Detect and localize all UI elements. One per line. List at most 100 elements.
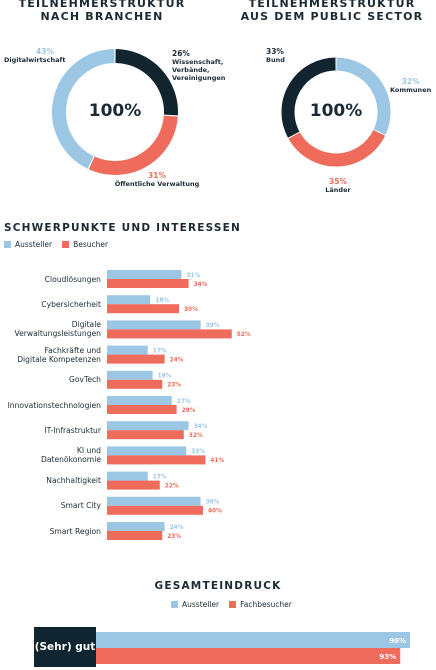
bar-aussteller xyxy=(107,295,151,305)
category-label: Fachkräfte und Digitale Kompetenzen xyxy=(17,345,101,364)
interests-legend: Aussteller Besucher xyxy=(4,240,108,249)
legend-label-fachbesucher: Fachbesucher xyxy=(240,600,292,609)
donut-left-title-line2: NACH BRANCHEN xyxy=(40,10,164,23)
donut-right-title-line1: TEILNEHMERSTRUKTUR xyxy=(248,0,416,10)
bar-besucher xyxy=(107,505,203,515)
label-laender: 35% Länder xyxy=(318,177,358,195)
label-wissenschaft: 26% Wissenschaft, Verbände, Vereinigunge… xyxy=(172,50,226,83)
bar-besucher xyxy=(107,329,232,339)
pct-laender: 35% xyxy=(329,177,347,186)
category-label: Cybersicherheit xyxy=(41,299,101,309)
value-label-besucher: 41% xyxy=(210,458,224,464)
donut-slice-digitalwirtschaft xyxy=(52,49,115,169)
donut-right-center-value: 100% xyxy=(309,101,363,121)
legend-label-aussteller: Aussteller xyxy=(15,240,53,249)
value-label-aussteller: 27% xyxy=(177,399,191,405)
donut-left-title-line1: TEILNEHMERSTRUKTUR xyxy=(18,0,186,10)
donut-right-title: TEILNEHMERSTRUKTUR AUS DEM PUBLIC SECTOR xyxy=(232,0,432,23)
text-wissenschaft: Wissenschaft, Verbände, Vereinigungen xyxy=(172,58,226,82)
bar-aussteller xyxy=(107,270,182,279)
label-kommunen: 32% Kommunen xyxy=(390,77,432,95)
bar-besucher xyxy=(107,430,184,440)
legend-swatch-fachbesucher xyxy=(229,601,237,608)
pct-oeffentliche-verwaltung: 31% xyxy=(148,171,166,180)
bar-aussteller xyxy=(107,446,187,456)
bar-aussteller xyxy=(107,471,148,481)
bar-aussteller xyxy=(107,522,165,531)
bar-besucher xyxy=(107,279,189,288)
value-label-aussteller: 39% xyxy=(206,323,220,329)
value-label-besucher: 30% xyxy=(184,307,198,313)
pct-digitalwirtschaft: 43% xyxy=(36,47,54,56)
value-label-aussteller: 17% xyxy=(153,474,167,480)
donut-slice-bund xyxy=(281,57,336,138)
overall-category-box: (Sehr) gut xyxy=(34,627,96,667)
value-label-aussteller: 18% xyxy=(155,298,169,304)
value-label-aussteller: 34% xyxy=(194,424,208,430)
donut-chart-branchen xyxy=(52,49,178,175)
text-kommunen: Kommunen xyxy=(390,86,432,94)
value-label-aussteller: 24% xyxy=(170,525,184,531)
value-label-aussteller: 31% xyxy=(186,273,200,279)
bar-besucher xyxy=(107,304,179,314)
category-label: Nachhaltigkeit xyxy=(46,476,101,486)
value-label-besucher: 40% xyxy=(208,509,222,515)
value-label-besucher: 34% xyxy=(194,282,208,288)
label-oeffentliche-verwaltung: 31% Öffentliche Verwaltung xyxy=(102,171,212,189)
overall-category-label: (Sehr) gut xyxy=(34,641,96,653)
legend-label-aussteller-overall: Aussteller xyxy=(182,600,220,609)
category-label: IT-Infrastruktur xyxy=(44,425,101,435)
label-bund: 33% Bund xyxy=(266,47,285,65)
overall-legend: Aussteller Fachbesucher xyxy=(171,600,292,609)
legend-label-besucher: Besucher xyxy=(73,240,109,249)
text-bund: Bund xyxy=(266,56,285,64)
donut-left-title: TEILNEHMERSTRUKTUR NACH BRANCHEN xyxy=(2,0,202,23)
bar-aussteller xyxy=(107,320,201,330)
bar-besucher xyxy=(107,480,160,490)
category-label: GovTech xyxy=(68,375,101,385)
text-oeffentliche-verwaltung: Öffentliche Verwaltung xyxy=(114,180,200,188)
pct-kommunen: 32% xyxy=(401,77,420,86)
donut-slice-l-nder xyxy=(288,129,386,167)
donut-slice-kommunen xyxy=(336,57,391,135)
value-label-besucher: 29% xyxy=(182,408,196,414)
bar-aussteller xyxy=(107,496,201,506)
legend-swatch-aussteller-overall xyxy=(171,601,178,608)
donut-left-center-value: 100% xyxy=(88,101,142,121)
text-digitalwirtschaft: Digitalwirtschaft xyxy=(4,56,66,64)
category-label: Smart Region xyxy=(49,526,101,536)
overall-bar-fachbesucher xyxy=(96,648,401,664)
bar-aussteller xyxy=(107,370,153,380)
value-label-besucher: 32% xyxy=(189,433,203,439)
bar-aussteller xyxy=(107,421,189,431)
category-label: Innovationstechnologien xyxy=(7,400,101,410)
bar-aussteller xyxy=(107,345,148,355)
overall-value-aussteller: 96% xyxy=(389,637,406,645)
value-label-aussteller: 39% xyxy=(206,500,220,506)
overall-value-fachbesucher: 93% xyxy=(379,653,396,661)
overall-bar-aussteller xyxy=(96,632,410,648)
donut-right-title-line2: AUS DEM PUBLIC SECTOR xyxy=(240,10,424,23)
bar-besucher xyxy=(107,455,206,465)
category-label: KI und Datenökonomie xyxy=(40,446,101,465)
category-label: Smart City xyxy=(60,501,101,511)
bar-besucher xyxy=(107,354,165,364)
pct-bund: 33% xyxy=(266,47,284,56)
value-label-aussteller: 33% xyxy=(191,449,205,455)
category-label: Digitale Verwaltungsleistungen xyxy=(14,320,101,339)
bar-aussteller xyxy=(107,396,172,405)
value-label-besucher: 52% xyxy=(237,332,251,338)
donut-slice-wissenschaft-verb-nde-vereinigungen xyxy=(115,49,178,116)
interests-title: SCHWERPUNKTE UND INTERESSEN xyxy=(4,222,242,234)
value-label-besucher: 23% xyxy=(167,534,181,540)
value-label-aussteller: 17% xyxy=(153,348,167,354)
value-label-aussteller: 19% xyxy=(158,374,172,380)
donut-slice--ffentliche-verwaltung xyxy=(88,115,178,175)
overall-title: GESAMTEINDRUCK xyxy=(154,580,282,592)
value-label-besucher: 22% xyxy=(165,483,179,489)
bar-besucher xyxy=(107,405,177,414)
legend-swatch-aussteller xyxy=(4,241,11,248)
text-laender: Länder xyxy=(325,186,351,194)
